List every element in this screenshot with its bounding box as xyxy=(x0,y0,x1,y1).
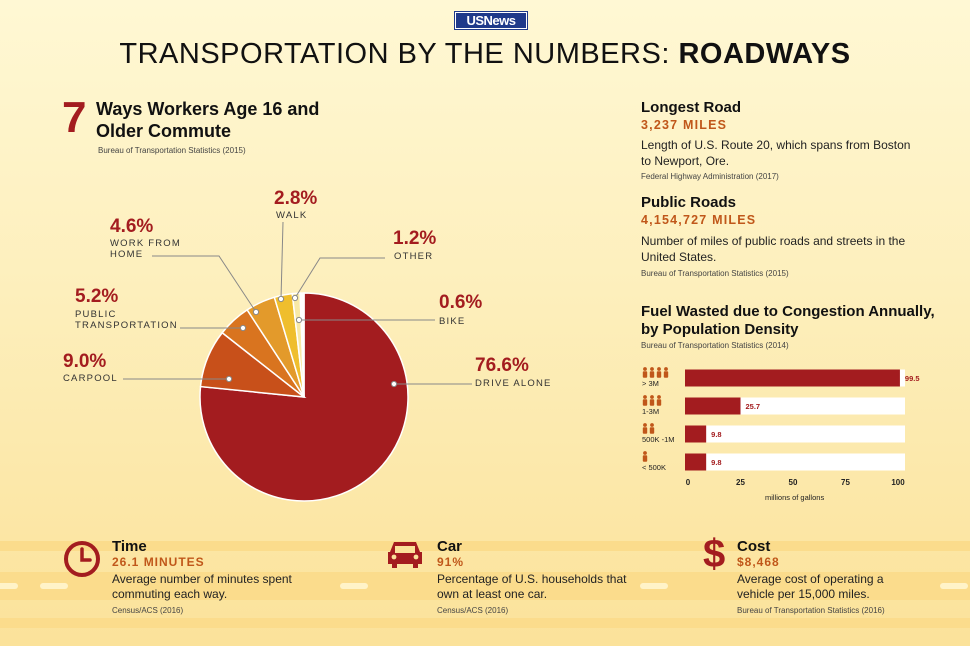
commute-title: Ways Workers Age 16 and Older Commute xyxy=(96,99,320,141)
person-icon xyxy=(656,395,662,406)
bar-x-tick: 50 xyxy=(789,478,798,487)
commute-pie-chart xyxy=(123,221,472,502)
road-dash xyxy=(40,583,68,589)
bar-500k-1m xyxy=(685,425,707,443)
road-band-bottom xyxy=(0,618,970,628)
bottom-desc-cost: Average cost of operating a vehicle per … xyxy=(737,572,884,601)
commute-source: Bureau of Transportation Statistics (201… xyxy=(98,146,246,155)
pie-pct-carpool: 9.0% xyxy=(63,351,107,372)
bottom-title-time: Time xyxy=(112,538,147,555)
person-icon xyxy=(656,367,662,378)
fuel-bar-chart: > 3M 99.5 1-3M 25.7 500K -1M 9.8 < 500K 9.8 0 25 5… xyxy=(642,367,920,487)
bar-value-label: 9.8 xyxy=(711,458,721,467)
pie-dot-carpool xyxy=(225,375,233,383)
pie-pct-other: 1.2% xyxy=(393,228,437,249)
pie-pct-work-from-home: 4.6% xyxy=(110,216,154,237)
bar-category-label: 1-3M xyxy=(642,407,659,416)
pie-dot-drive-alone xyxy=(390,380,398,388)
bar-value-label: 25.7 xyxy=(746,402,761,411)
road-dash xyxy=(940,583,968,589)
pie-label-carpool: CARPOOL xyxy=(63,373,118,384)
pie-label-bike: BIKE xyxy=(439,316,466,327)
bottom-source-cost: Bureau of Transportation Statistics (201… xyxy=(737,606,885,615)
pie-label-drive-alone: DRIVE ALONE xyxy=(475,378,552,389)
commute-number: 7 xyxy=(62,93,87,142)
fact-desc-longest-road: Length of U.S. Route 20, which spans fro… xyxy=(641,138,911,168)
fact-title-longest-road: Longest Road xyxy=(641,99,741,116)
pie-label-other: OTHER xyxy=(394,251,434,262)
person-icon xyxy=(649,423,655,434)
bar-value-label: 99.5 xyxy=(905,374,920,383)
fact-source-longest-road: Federal Highway Administration (2017) xyxy=(641,172,779,181)
pie-dot-other xyxy=(291,294,299,302)
person-icon xyxy=(663,367,669,378)
bottom-source-time: Census/ACS (2016) xyxy=(112,606,184,615)
bar-category-label: > 3M xyxy=(642,379,659,388)
bar-chart-title: Fuel Wasted due to Congestion Annually, … xyxy=(641,303,935,338)
bottom-title-car: Car xyxy=(437,538,463,555)
pie-label-public-transportation: PUBLIC TRANSPORTATION xyxy=(75,309,178,331)
clock-icon xyxy=(64,541,100,577)
bar-value-label: 9.8 xyxy=(711,430,721,439)
pie-pct-walk: 2.8% xyxy=(274,188,318,209)
person-icon xyxy=(642,395,648,406)
pie-dot-walk xyxy=(277,295,285,303)
bar-category-label: < 500K xyxy=(642,463,666,472)
bar-track xyxy=(685,453,905,471)
bar-x-tick: 0 xyxy=(686,478,691,487)
bar-track xyxy=(685,425,905,443)
road-dash xyxy=(640,583,668,589)
pie-pct-public-transportation: 5.2% xyxy=(75,286,119,307)
bar-x-tick: 100 xyxy=(891,478,905,487)
pie-dot-bike xyxy=(295,316,303,324)
page-title: TRANSPORTATION BY THE NUMBERS: ROADWAYS xyxy=(119,38,851,70)
road-band-top xyxy=(0,541,970,551)
pie-label-walk: WALK xyxy=(276,210,308,221)
person-icon xyxy=(649,395,655,406)
fact-desc-public-roads: Number of miles of public roads and stre… xyxy=(641,234,906,264)
bottom-value-cost: $8,468 xyxy=(737,555,780,569)
bottom-value-time: 26.1 MINUTES xyxy=(112,555,205,569)
bottom-title-cost: Cost xyxy=(737,538,771,555)
pie-dot-work-from-home xyxy=(252,308,260,316)
pie-pct-bike: 0.6% xyxy=(439,292,483,313)
pie-leader-walk xyxy=(280,221,284,300)
pie-pct-drive-alone: 76.6% xyxy=(475,355,529,376)
bar-500k xyxy=(685,453,707,471)
fact-title-public-roads: Public Roads xyxy=(641,194,737,211)
fact-value-public-roads: 4,154,727 MILES xyxy=(641,213,757,227)
bottom-desc-time: Average number of minutes spent commutin… xyxy=(112,572,292,601)
bar-3m xyxy=(685,369,900,387)
bar-x-tick: 25 xyxy=(736,478,745,487)
person-icon xyxy=(642,367,648,378)
road-dash xyxy=(340,583,368,589)
bottom-value-car: 91% xyxy=(437,555,465,569)
road-band-middle xyxy=(0,572,970,600)
pie-dot-public-transportation xyxy=(239,324,247,332)
bar-1-3m xyxy=(685,397,741,415)
person-icon xyxy=(642,451,648,462)
fact-value-longest-road: 3,237 MILES xyxy=(641,118,728,132)
bar-category-label: 500K -1M xyxy=(642,435,675,444)
pie-label-work-from-home: WORK FROM HOME xyxy=(110,238,181,260)
pie-leader-other xyxy=(294,257,385,299)
usnews-logo[interactable]: USNews xyxy=(454,11,528,30)
road-dash xyxy=(0,583,18,589)
fact-source-public-roads: Bureau of Transportation Statistics (201… xyxy=(641,269,789,278)
bar-chart-source: Bureau of Transportation Statistics (201… xyxy=(641,341,789,350)
bar-xlabel: millions of gallons xyxy=(765,493,825,502)
bottom-desc-car: Percentage of U.S. households that own a… xyxy=(437,572,627,601)
bar-x-tick: 75 xyxy=(841,478,850,487)
pie-leader-work-from-home xyxy=(152,255,257,313)
bottom-source-car: Census/ACS (2016) xyxy=(437,606,509,615)
car-icon xyxy=(388,542,422,568)
person-icon xyxy=(642,423,648,434)
person-icon xyxy=(649,367,655,378)
dollar-icon: $ xyxy=(703,532,726,576)
